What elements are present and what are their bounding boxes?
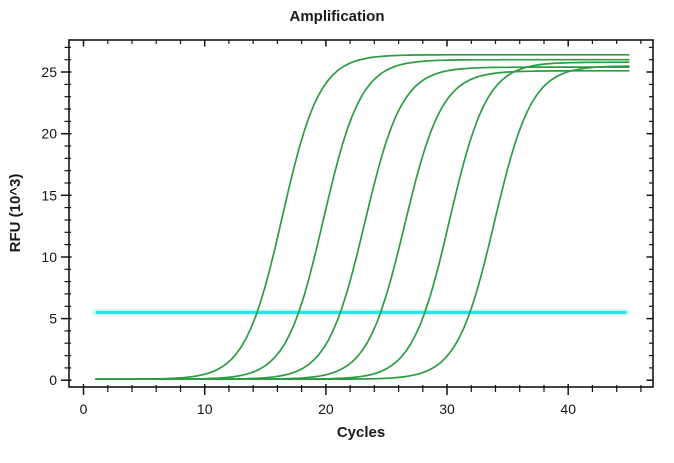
curve-1 — [94, 53, 630, 381]
x-axis-label: Cycles — [336, 424, 386, 441]
curve-6 — [94, 65, 630, 381]
x-tick-label: 10 — [197, 401, 213, 417]
x-tick-label: 30 — [439, 401, 455, 417]
plot-frame — [68, 39, 654, 388]
x-tick-label: 40 — [560, 401, 576, 417]
y-tick-label: 15 — [41, 187, 57, 203]
x-tick-label: 0 — [80, 401, 88, 417]
y-tick-label: 0 — [49, 372, 57, 388]
y-tick-label: 10 — [41, 249, 57, 265]
curve-5 — [94, 61, 630, 381]
curve-2 — [94, 58, 630, 381]
chart-title: Amplification — [289, 8, 385, 25]
curve-4 — [94, 69, 630, 381]
x-tick-label: 20 — [318, 401, 334, 417]
curve-3 — [94, 66, 630, 381]
y-tick-label: 5 — [49, 311, 57, 327]
y-tick-label: 25 — [41, 64, 57, 80]
y-tick-label: 20 — [41, 126, 57, 142]
